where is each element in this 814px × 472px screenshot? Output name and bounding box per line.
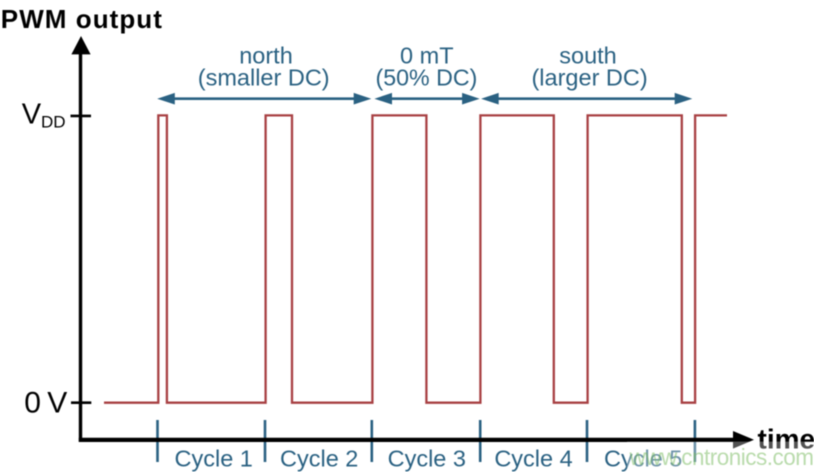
- svg-text:PWM output: PWM output: [1, 4, 163, 34]
- svg-text:Cycle 5: Cycle 5: [604, 445, 682, 471]
- svg-text:Cycle 4: Cycle 4: [494, 445, 572, 471]
- svg-text:Cycle 3: Cycle 3: [388, 445, 466, 471]
- svg-text:(50% DC): (50% DC): [376, 65, 478, 91]
- svg-text:DD: DD: [41, 113, 66, 132]
- svg-text:V: V: [22, 99, 42, 131]
- svg-text:www.cntronics.com: www.cntronics.com: [629, 444, 814, 470]
- svg-text:0: 0: [24, 386, 41, 419]
- svg-text:north: north: [239, 42, 293, 68]
- svg-text:Cycle 2: Cycle 2: [280, 445, 358, 471]
- svg-text:time: time: [758, 423, 814, 454]
- svg-text:(larger DC): (larger DC): [531, 65, 647, 91]
- svg-text:Cycle 1: Cycle 1: [175, 445, 253, 471]
- svg-text:(smaller DC): (smaller DC): [198, 65, 330, 91]
- svg-text:south: south: [559, 42, 617, 68]
- svg-text:V: V: [47, 386, 67, 419]
- svg-text:0 mT: 0 mT: [400, 42, 454, 68]
